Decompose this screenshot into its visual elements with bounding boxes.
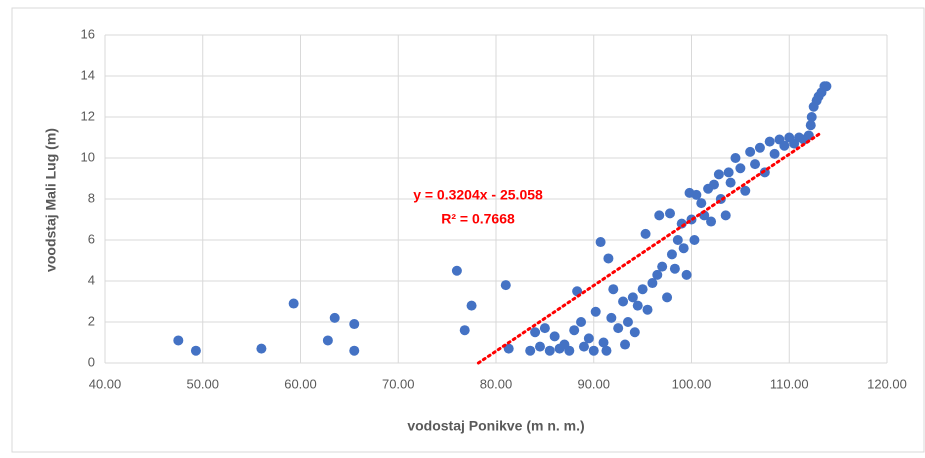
point bbox=[576, 317, 587, 327]
point bbox=[534, 341, 545, 352]
point bbox=[805, 120, 816, 131]
point bbox=[613, 323, 624, 334]
point bbox=[637, 284, 648, 295]
point bbox=[622, 317, 633, 327]
point bbox=[349, 319, 360, 330]
point bbox=[503, 343, 514, 354]
point bbox=[627, 292, 638, 303]
point bbox=[451, 265, 462, 276]
point bbox=[601, 345, 612, 356]
point bbox=[608, 284, 619, 295]
point bbox=[720, 210, 731, 221]
point bbox=[618, 296, 629, 307]
point bbox=[657, 261, 668, 272]
point bbox=[525, 345, 536, 356]
point bbox=[664, 208, 675, 219]
y-tick-label: 12 bbox=[81, 108, 95, 123]
point bbox=[190, 345, 201, 356]
y-tick-label: 10 bbox=[81, 149, 95, 164]
y-tick-label: 2 bbox=[88, 313, 95, 328]
point bbox=[606, 312, 617, 323]
point bbox=[598, 337, 609, 348]
point bbox=[779, 140, 790, 151]
x-tick-label: 80.00 bbox=[480, 376, 513, 391]
point bbox=[500, 280, 511, 291]
point bbox=[256, 343, 267, 354]
point bbox=[530, 327, 541, 338]
point bbox=[750, 159, 761, 170]
point bbox=[642, 304, 653, 315]
y-tick-label: 0 bbox=[88, 354, 95, 369]
point bbox=[806, 112, 817, 122]
point bbox=[544, 345, 555, 356]
point bbox=[691, 189, 702, 200]
point bbox=[681, 269, 692, 280]
point bbox=[678, 243, 689, 254]
point bbox=[666, 249, 677, 260]
x-tick-label: 90.00 bbox=[577, 376, 610, 391]
x-tick-label: 70.00 bbox=[382, 376, 415, 391]
trendline-equation: y = 0.3204x - 25.058 bbox=[413, 187, 543, 203]
point bbox=[754, 142, 765, 153]
point bbox=[288, 298, 299, 309]
point bbox=[632, 300, 643, 311]
y-tick-label: 6 bbox=[88, 231, 95, 246]
x-tick-label: 50.00 bbox=[186, 376, 219, 391]
point bbox=[329, 312, 340, 323]
y-tick-label: 4 bbox=[88, 272, 95, 287]
point bbox=[564, 345, 575, 356]
x-tick-label: 60.00 bbox=[284, 376, 317, 391]
point bbox=[723, 167, 734, 178]
x-tick-label: 110.00 bbox=[770, 376, 809, 391]
trendline bbox=[476, 131, 823, 365]
point bbox=[173, 335, 184, 346]
point bbox=[730, 153, 741, 163]
point bbox=[640, 228, 651, 239]
x-tick-label: 100.00 bbox=[672, 376, 712, 391]
point bbox=[459, 325, 470, 336]
point bbox=[349, 345, 360, 356]
point bbox=[652, 269, 663, 280]
point bbox=[662, 292, 673, 303]
point bbox=[764, 136, 775, 147]
point bbox=[590, 306, 601, 317]
point bbox=[539, 323, 550, 334]
point bbox=[725, 177, 736, 188]
point bbox=[629, 327, 640, 338]
point bbox=[620, 339, 631, 350]
point bbox=[466, 300, 477, 311]
point bbox=[322, 335, 333, 346]
point bbox=[647, 278, 658, 289]
point bbox=[745, 146, 756, 157]
point bbox=[569, 325, 580, 336]
point bbox=[549, 331, 560, 342]
point bbox=[603, 253, 614, 264]
point bbox=[706, 216, 717, 227]
point bbox=[583, 333, 594, 344]
y-tick-label: 16 bbox=[81, 26, 95, 41]
y-tick-label: 8 bbox=[88, 190, 95, 205]
point bbox=[578, 341, 589, 352]
point bbox=[588, 345, 599, 356]
x-axis-label: vodostaj Ponikve (m n. m.) bbox=[407, 418, 584, 434]
point bbox=[708, 179, 719, 190]
y-tick-label: 14 bbox=[81, 67, 95, 82]
trendline-equation: R² = 0.7668 bbox=[441, 211, 515, 227]
point bbox=[735, 163, 746, 174]
point bbox=[821, 81, 832, 92]
point bbox=[595, 237, 606, 248]
point bbox=[689, 235, 700, 245]
point bbox=[696, 198, 707, 209]
point bbox=[669, 263, 680, 274]
point bbox=[740, 185, 751, 196]
x-tick-label: 120.00 bbox=[867, 376, 907, 391]
chart-frame bbox=[11, 7, 925, 453]
point bbox=[672, 235, 683, 245]
x-tick-label: 40.00 bbox=[89, 376, 122, 391]
y-axis-label: voodstaj Mali Lug (m) bbox=[43, 128, 59, 272]
point bbox=[713, 169, 724, 180]
point bbox=[654, 210, 665, 221]
point bbox=[769, 148, 780, 159]
